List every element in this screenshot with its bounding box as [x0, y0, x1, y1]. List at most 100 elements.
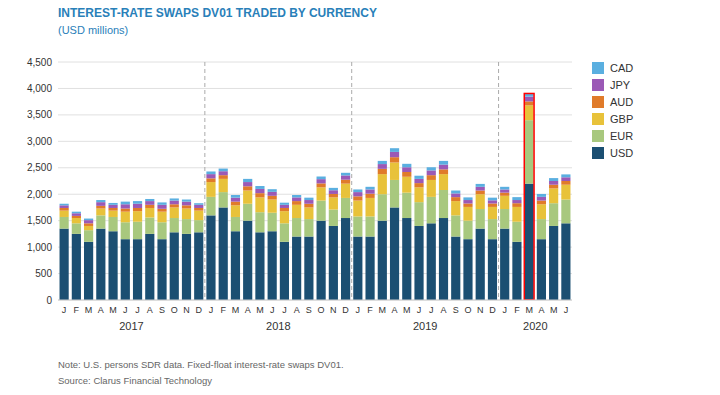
- bar: [500, 229, 509, 300]
- bar: [365, 194, 374, 198]
- bar: [500, 189, 509, 192]
- bar: [255, 212, 264, 232]
- bar: [145, 217, 154, 233]
- bar: [206, 182, 215, 197]
- bar: [84, 230, 93, 242]
- bar: [561, 185, 570, 200]
- bar: [525, 184, 534, 300]
- bar: [280, 242, 289, 300]
- bar: [512, 200, 521, 203]
- bar: [500, 196, 509, 209]
- bar: [537, 219, 546, 239]
- bar: [108, 205, 117, 208]
- x-tick-label: M: [232, 305, 240, 315]
- bar: [182, 202, 191, 206]
- bar: [182, 219, 191, 234]
- bar: [329, 190, 338, 194]
- bar: [133, 208, 142, 211]
- bar: [133, 222, 142, 239]
- bar: [378, 161, 387, 164]
- bar: [304, 200, 313, 204]
- bar: [427, 180, 436, 197]
- bar: [341, 198, 350, 218]
- bar: [525, 120, 534, 183]
- series: [60, 97, 571, 224]
- grid-line: [58, 300, 572, 301]
- bar: [500, 187, 509, 190]
- bar: [451, 215, 460, 236]
- bar: [60, 211, 69, 217]
- bar: [561, 200, 570, 224]
- bar: [292, 197, 301, 201]
- year-label: 2017: [119, 320, 143, 332]
- bar: [317, 179, 326, 183]
- bar: [304, 204, 313, 208]
- bar: [157, 209, 166, 212]
- bar: [512, 207, 521, 222]
- bar: [292, 205, 301, 218]
- bar: [561, 177, 570, 181]
- bar: [317, 187, 326, 200]
- bar: [353, 201, 362, 217]
- bar: [108, 208, 117, 211]
- series: [60, 105, 571, 230]
- x-tick-label: J: [123, 305, 128, 315]
- x-tick-label: O: [318, 305, 325, 315]
- bar: [243, 221, 252, 300]
- bar: [390, 152, 399, 157]
- bar: [268, 213, 277, 232]
- bar: [280, 203, 289, 205]
- bar: [488, 203, 497, 206]
- grid-line: [58, 114, 572, 115]
- bar: [72, 213, 81, 216]
- bar: [219, 207, 228, 300]
- bar: [451, 201, 460, 215]
- bar: [341, 180, 350, 184]
- bar: [427, 167, 436, 170]
- bar: [72, 223, 81, 234]
- bar: [463, 221, 472, 240]
- x-tick-label: D: [195, 305, 202, 315]
- bar: [255, 186, 264, 189]
- bar: [525, 97, 534, 102]
- bar: [390, 180, 399, 208]
- bar: [145, 234, 154, 300]
- bar: [402, 218, 411, 300]
- bar: [96, 200, 105, 202]
- x-tick-label: S: [453, 305, 459, 315]
- bar: [451, 193, 460, 197]
- y-tick-label: 500: [35, 268, 52, 279]
- grid-line: [58, 167, 572, 168]
- bar: [72, 212, 81, 214]
- bar: [402, 167, 411, 172]
- bar: [488, 198, 497, 201]
- bar: [451, 237, 460, 300]
- bar: [439, 218, 448, 300]
- x-tick-label: D: [489, 305, 496, 315]
- bar: [549, 178, 558, 181]
- bar: [60, 205, 69, 208]
- bar: [268, 196, 277, 200]
- x-tick-label: F: [74, 305, 80, 315]
- bar: [549, 203, 558, 226]
- grid-line: [58, 141, 572, 142]
- legend-swatch: [592, 147, 604, 159]
- x-tick-label: A: [538, 305, 544, 315]
- bar: [500, 193, 509, 196]
- legend-label: CAD: [610, 62, 633, 74]
- bar: [390, 207, 399, 300]
- bar: [427, 175, 436, 180]
- bar: [255, 197, 264, 212]
- bar: [304, 198, 313, 200]
- bar: [365, 216, 374, 236]
- x-tick-label: A: [294, 305, 300, 315]
- bar: [157, 205, 166, 209]
- source: Source: Clarus Financial Technology: [58, 375, 212, 386]
- bar: [439, 161, 448, 165]
- bar: [182, 234, 191, 300]
- bars: [60, 93, 571, 300]
- bar: [243, 182, 252, 186]
- bar: [206, 174, 215, 178]
- bar: [561, 174, 570, 177]
- x-tick-label: A: [440, 305, 446, 315]
